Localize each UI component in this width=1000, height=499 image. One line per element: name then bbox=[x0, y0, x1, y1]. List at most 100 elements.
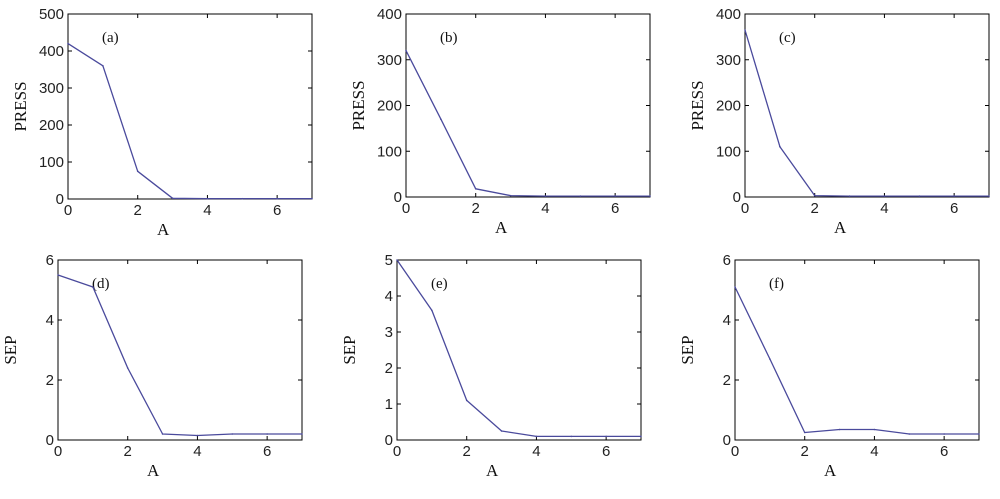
data-point bbox=[136, 170, 139, 173]
panel-label: (b) bbox=[440, 30, 458, 46]
data-point bbox=[276, 197, 278, 200]
data-point bbox=[440, 118, 442, 121]
x-tick-label: 6 bbox=[950, 200, 958, 217]
data-point bbox=[241, 197, 244, 200]
y-tick-label: 200 bbox=[377, 98, 402, 115]
x-tick-label: 2 bbox=[463, 443, 471, 460]
data-point bbox=[883, 195, 886, 197]
data-point bbox=[779, 145, 781, 148]
chart-panel-5: 0 1 2 3 4 5 0 2 4 6 A SEP (e) bbox=[340, 252, 642, 480]
data-point bbox=[614, 195, 616, 197]
data-point bbox=[405, 49, 407, 52]
plot-frame bbox=[396, 259, 642, 441]
x-axis-label: A bbox=[834, 218, 847, 237]
y-axis-label: SEP bbox=[678, 335, 697, 364]
series-line bbox=[405, 50, 650, 197]
y-tick-label: 0 bbox=[56, 191, 64, 208]
data-point bbox=[92, 286, 94, 288]
x-tick-label: 0 bbox=[393, 443, 401, 460]
data-point bbox=[803, 431, 806, 434]
y-tick-label: 3 bbox=[385, 324, 393, 341]
y-tick-label: 300 bbox=[716, 52, 741, 69]
y-axis-label: PRESS bbox=[688, 80, 707, 130]
data-point bbox=[171, 197, 174, 200]
x-tick-label: 2 bbox=[134, 202, 142, 219]
x-axis-label: A bbox=[157, 220, 170, 239]
y-tick-label: 2 bbox=[46, 372, 54, 389]
x-tick-label: 2 bbox=[124, 443, 132, 460]
x-tick-label: 4 bbox=[541, 200, 549, 217]
x-tick-label: 2 bbox=[472, 200, 480, 217]
data-point bbox=[908, 433, 911, 435]
data-point bbox=[535, 435, 538, 438]
data-point bbox=[579, 195, 582, 197]
data-point bbox=[57, 274, 59, 276]
x-tick-label: 2 bbox=[801, 443, 809, 460]
y-axis-label: PRESS bbox=[11, 81, 30, 131]
y-tick-label: 0 bbox=[46, 432, 54, 449]
y-tick-label: 300 bbox=[39, 80, 64, 97]
y-tick-label: 200 bbox=[716, 98, 741, 115]
data-point bbox=[838, 428, 841, 431]
y-tick-label: 4 bbox=[46, 312, 54, 329]
y-tick-label: 0 bbox=[723, 432, 731, 449]
data-point bbox=[206, 197, 209, 200]
data-point bbox=[266, 433, 268, 435]
data-point bbox=[605, 435, 607, 438]
y-tick-label: 4 bbox=[385, 288, 393, 305]
chart-panel-1: 0 100 200 300 400 500 0 2 4 6 A PRESS (a) bbox=[11, 6, 313, 239]
data-point bbox=[640, 435, 642, 438]
data-point bbox=[734, 286, 736, 288]
panel-label: (c) bbox=[779, 30, 796, 46]
y-tick-label: 5 bbox=[385, 252, 393, 269]
plot-frame bbox=[67, 13, 313, 200]
x-tick-label: 0 bbox=[64, 202, 72, 219]
x-axis-label: A bbox=[147, 461, 160, 480]
y-tick-label: 0 bbox=[733, 189, 741, 206]
plot-frame bbox=[57, 259, 303, 441]
data-point bbox=[161, 433, 164, 435]
data-point bbox=[978, 433, 980, 435]
y-tick-label: 6 bbox=[723, 252, 731, 269]
panel-label: (d) bbox=[92, 276, 110, 292]
x-tick-label: 6 bbox=[273, 202, 281, 219]
x-axis-label: A bbox=[486, 461, 499, 480]
series-line bbox=[67, 43, 312, 200]
data-point bbox=[431, 309, 433, 312]
y-tick-label: 500 bbox=[39, 6, 64, 23]
series-line bbox=[734, 286, 979, 435]
chart-panel-4: 0 2 4 6 0 2 4 6 A SEP (d) bbox=[1, 252, 303, 480]
x-axis-label: A bbox=[495, 218, 508, 237]
series-line bbox=[57, 274, 302, 437]
y-tick-label: 4 bbox=[723, 312, 731, 329]
data-point bbox=[953, 195, 955, 197]
data-point bbox=[500, 430, 503, 432]
y-tick-label: 2 bbox=[385, 360, 393, 377]
x-tick-label: 0 bbox=[741, 200, 749, 217]
y-tick-label: 100 bbox=[377, 143, 402, 160]
y-tick-label: 100 bbox=[39, 154, 64, 171]
data-point bbox=[649, 195, 651, 197]
y-tick-label: 6 bbox=[46, 252, 54, 269]
data-point bbox=[67, 42, 69, 45]
y-tick-label: 300 bbox=[377, 52, 402, 69]
x-tick-label: 6 bbox=[263, 443, 271, 460]
y-tick-label: 400 bbox=[377, 6, 402, 23]
x-tick-label: 2 bbox=[811, 200, 819, 217]
y-tick-label: 1 bbox=[385, 396, 393, 413]
data-point bbox=[873, 428, 876, 431]
x-tick-label: 6 bbox=[602, 443, 610, 460]
data-point bbox=[848, 195, 851, 197]
data-point bbox=[918, 195, 921, 197]
chart-panel-2: 0 100 200 300 400 0 2 4 6 A PRESS (b) bbox=[349, 6, 651, 237]
chart-panel-3: 0 100 200 300 400 0 2 4 6 A PRESS (c) bbox=[688, 6, 990, 237]
y-tick-label: 400 bbox=[39, 43, 64, 60]
x-tick-label: 0 bbox=[402, 200, 410, 217]
x-tick-label: 4 bbox=[193, 443, 201, 460]
x-tick-label: 4 bbox=[203, 202, 211, 219]
data-point bbox=[396, 259, 398, 261]
x-tick-label: 6 bbox=[940, 443, 948, 460]
x-tick-label: 4 bbox=[870, 443, 878, 460]
x-axis-label: A bbox=[824, 461, 837, 480]
